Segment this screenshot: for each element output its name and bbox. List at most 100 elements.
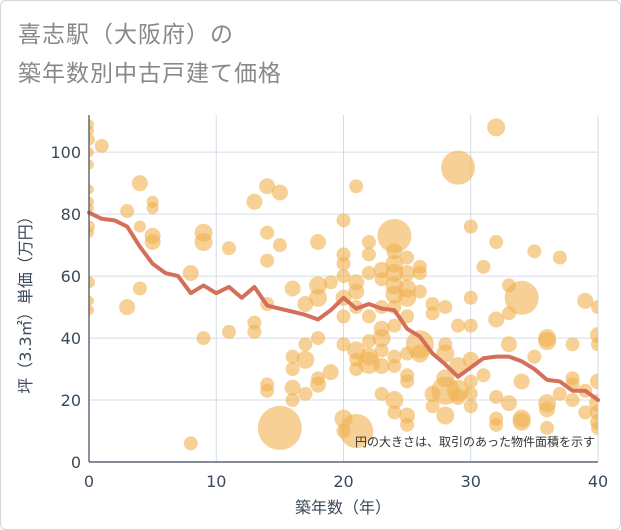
bubble-point — [463, 318, 478, 333]
bubble-point — [221, 324, 236, 339]
bubble-point — [374, 343, 389, 358]
bubble-point — [89, 133, 95, 146]
bubble-point — [89, 147, 94, 158]
bubble-point — [476, 368, 491, 383]
bubble-point — [284, 379, 301, 396]
bubble-point — [309, 276, 328, 295]
bubble-point — [441, 150, 476, 185]
bubble-point — [182, 265, 199, 282]
bubble-point — [463, 290, 478, 305]
y-tick-label: 80 — [61, 205, 81, 224]
bubble-point — [323, 275, 338, 290]
bubble-point — [538, 332, 557, 351]
bubble-point — [399, 265, 416, 282]
bubble-point — [285, 349, 300, 364]
bubble-point — [296, 350, 315, 369]
bubble-point — [89, 184, 94, 195]
bubble-point — [527, 244, 542, 259]
bubble-point — [246, 193, 263, 210]
trend-line-layer — [87, 210, 600, 403]
trend-line — [87, 210, 600, 403]
axes: 0 20 40 60 80 100 0 10 20 30 40 — [50, 115, 608, 491]
bubble-point — [260, 383, 275, 398]
bubble-point — [412, 266, 427, 281]
bubble-point — [120, 204, 135, 219]
bubble-point — [398, 288, 417, 307]
bubble-point — [298, 386, 313, 401]
bubble-point — [400, 250, 415, 265]
bubble-point — [89, 202, 94, 213]
bubble-point — [504, 280, 539, 315]
bubble-point — [488, 311, 505, 328]
bubble-point — [285, 393, 300, 408]
x-tick-label: 30 — [461, 472, 481, 491]
bubble-point — [552, 250, 567, 265]
bubble-point — [425, 399, 440, 414]
y-tick-label: 0 — [71, 453, 81, 472]
bubble-point — [578, 405, 593, 420]
bubble-point — [272, 238, 287, 253]
y-tick-label: 60 — [61, 267, 81, 286]
bubble-point — [489, 417, 504, 432]
bubble-point — [385, 391, 404, 410]
bubble-point — [271, 184, 288, 201]
bubble-point — [196, 331, 211, 346]
bubble-point — [89, 295, 94, 306]
bubble-layer — [89, 118, 598, 451]
bubble-point — [361, 266, 376, 281]
x-axis-label: 築年数（年） — [295, 498, 391, 517]
bubble-point — [400, 309, 415, 324]
bubble-point — [298, 337, 313, 352]
bubble-point — [322, 364, 339, 381]
bubble-point — [591, 420, 598, 435]
bubble-point — [349, 179, 364, 194]
bubble-point — [361, 235, 376, 250]
bubble-point — [512, 412, 531, 431]
bubble-point — [590, 373, 598, 390]
bubble-point — [489, 235, 504, 250]
bubble-point — [385, 264, 404, 283]
bubble-point — [94, 138, 109, 153]
bubble-point — [132, 281, 147, 296]
bubble-point — [259, 178, 276, 195]
bubble-point — [285, 362, 300, 377]
bubble-point — [336, 256, 351, 271]
bubble-point — [336, 269, 351, 284]
bubble-point — [361, 334, 376, 349]
bubble-point — [438, 300, 453, 315]
bubble-point — [119, 299, 136, 316]
bubble-point — [552, 386, 567, 401]
bubble-point — [183, 436, 198, 451]
bubble-point — [463, 399, 478, 414]
bubble-point — [387, 318, 402, 333]
bubble-point — [577, 292, 594, 309]
bubble-point — [527, 349, 542, 364]
bubble-point — [436, 406, 455, 425]
bubble-point — [260, 253, 275, 268]
bubble-point — [336, 309, 351, 324]
bubble-point — [400, 374, 415, 389]
bubble-point — [374, 386, 389, 401]
bubble-point — [131, 175, 148, 192]
bubble-point — [373, 357, 390, 374]
bubble-point — [539, 401, 556, 418]
bubble-point — [336, 213, 351, 228]
bubble-point — [310, 234, 327, 251]
chart-title-line-1: 喜志駅（大阪府）の — [18, 22, 234, 48]
bubble-point — [500, 336, 517, 353]
bubble-point — [89, 276, 95, 289]
bubble-point — [540, 420, 555, 435]
x-tick-label: 10 — [206, 472, 226, 491]
bubble-point — [591, 337, 598, 352]
bubble-point — [309, 288, 328, 307]
y-tick-label: 100 — [50, 143, 81, 162]
bubble-point — [565, 337, 580, 352]
bubble-point — [476, 259, 491, 274]
bubble-point — [89, 125, 94, 136]
bubble-point — [361, 309, 376, 324]
bubble-point — [463, 219, 478, 234]
y-tick-label: 40 — [61, 329, 81, 348]
bubble-point — [374, 272, 389, 287]
x-tick-label: 20 — [333, 472, 353, 491]
